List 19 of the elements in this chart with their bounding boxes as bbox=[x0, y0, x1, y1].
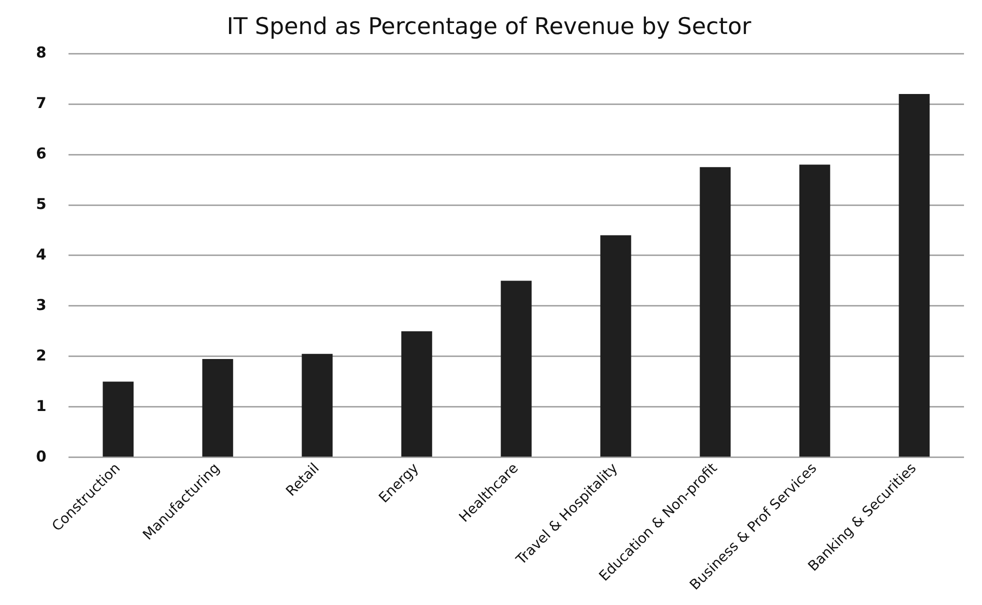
chart-title: IT Spend as Percentage of Revenue by Sector bbox=[226, 14, 752, 40]
y-tick-label: 3 bbox=[36, 296, 46, 314]
bar bbox=[600, 235, 632, 457]
bar bbox=[799, 164, 830, 457]
bar bbox=[202, 358, 234, 457]
bar bbox=[898, 94, 930, 457]
y-tick-label: 8 bbox=[36, 43, 46, 62]
bar bbox=[401, 331, 432, 457]
bar bbox=[302, 354, 333, 457]
y-tick-label: 6 bbox=[36, 144, 46, 162]
y-tick-label: 5 bbox=[36, 194, 46, 213]
bar bbox=[500, 280, 532, 457]
y-tick-label: 7 bbox=[36, 94, 46, 112]
y-tick-label: 0 bbox=[36, 447, 46, 466]
y-tick-label: 1 bbox=[36, 396, 46, 415]
y-tick-label: 2 bbox=[36, 346, 46, 364]
bar bbox=[700, 167, 731, 457]
y-tick-label: 4 bbox=[36, 245, 46, 264]
bar bbox=[102, 382, 134, 457]
